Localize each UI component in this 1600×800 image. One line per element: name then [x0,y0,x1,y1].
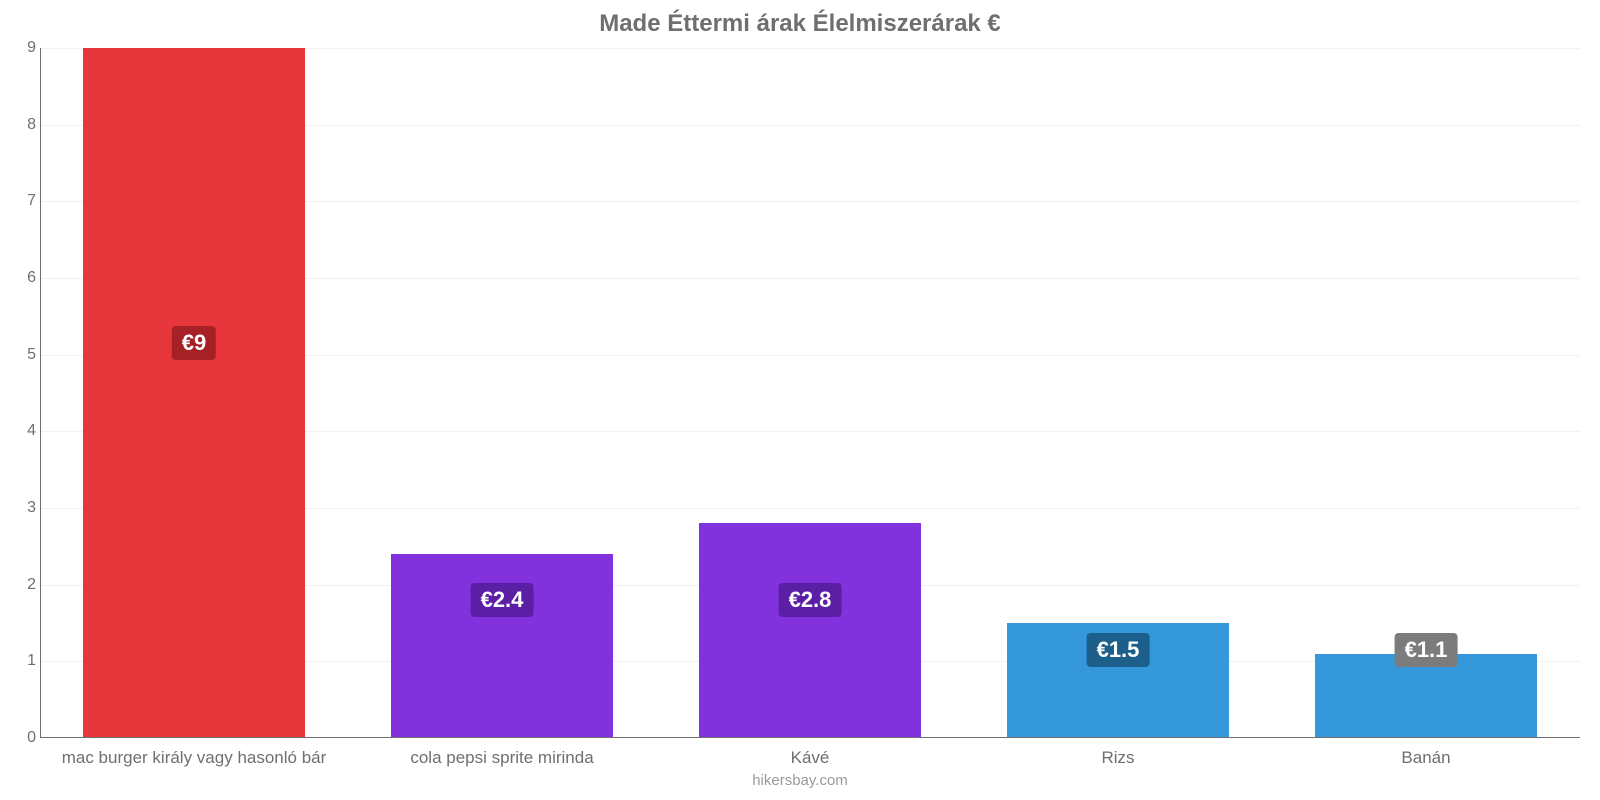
y-tick-label: 6 [12,269,36,287]
x-category-label: Banán [1401,748,1450,768]
y-tick-label: 9 [12,39,36,57]
y-tick-label: 4 [12,422,36,440]
plot-area: 0123456789€9mac burger király vagy hason… [40,48,1580,738]
x-axis [40,737,1580,738]
y-tick-label: 0 [12,729,36,747]
x-category-label: Rizs [1101,748,1134,768]
x-category-label: cola pepsi sprite mirinda [410,748,593,768]
bar-value-label: €9 [172,326,216,360]
y-tick-label: 3 [12,499,36,517]
chart-container: Made Éttermi árak Élelmiszerárak € 01234… [0,0,1600,800]
y-tick-label: 2 [12,576,36,594]
bar [699,523,921,738]
bar-value-label: €2.4 [471,583,534,617]
x-category-label: Kávé [791,748,830,768]
y-tick-label: 7 [12,192,36,210]
bar-value-label: €1.5 [1087,633,1150,667]
y-tick-label: 8 [12,116,36,134]
bar [391,554,613,738]
bar [83,48,305,738]
chart-title: Made Éttermi árak Élelmiszerárak € [0,10,1600,38]
y-axis [40,48,41,738]
y-tick-label: 1 [12,652,36,670]
x-category-label: mac burger király vagy hasonló bár [62,748,327,768]
y-tick-label: 5 [12,346,36,364]
bar-value-label: €1.1 [1395,633,1458,667]
bar-value-label: €2.8 [779,583,842,617]
attribution: hikersbay.com [0,772,1600,789]
